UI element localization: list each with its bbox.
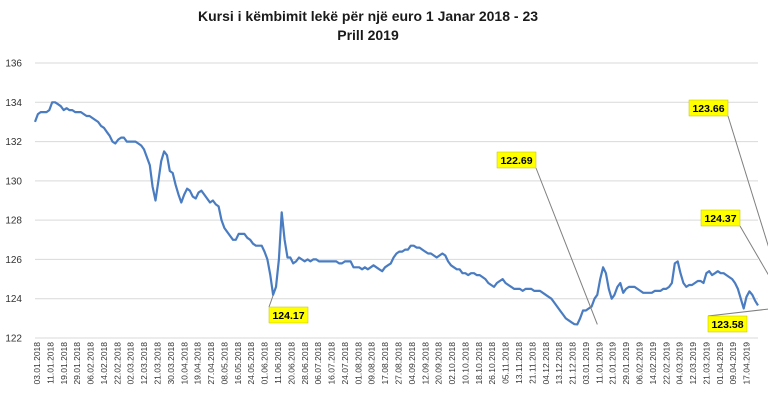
x-tick-label: 01.04.2019: [715, 342, 725, 385]
x-tick-label: 29.01.2018: [72, 342, 82, 385]
series: [33, 101, 759, 326]
x-tick-label: 06.02.2019: [635, 342, 645, 385]
chart-title-line1: Kursi i këmbimit lekë për një euro 1 Jan…: [198, 8, 538, 24]
x-tick-label: 21.03.2018: [153, 342, 163, 385]
x-tick-label: 09.08.2018: [367, 342, 377, 385]
x-tick-label: 18.10.2018: [474, 342, 484, 385]
x-tick-label: 27.04.2018: [206, 342, 216, 385]
y-tick-label: 130: [5, 176, 22, 187]
x-tick-label: 20.06.2018: [286, 342, 296, 385]
x-tick-label: 12.09.2018: [420, 342, 430, 385]
x-tick-label: 02.10.2018: [447, 342, 457, 385]
x-tick-label: 02.03.2018: [126, 342, 136, 385]
series-line: [33, 101, 759, 326]
y-tick-label: 126: [5, 255, 22, 266]
chart-title-line2: Prill 2019: [337, 27, 399, 43]
x-tick-label: 21.03.2019: [701, 342, 711, 385]
x-tick-label: 06.02.2018: [86, 342, 96, 385]
x-tick-label: 04.12.2018: [541, 342, 551, 385]
x-tick-label: 30.03.2018: [166, 342, 176, 385]
x-tick-label: 17.08.2018: [380, 342, 390, 385]
x-tick-label: 16.07.2018: [327, 342, 337, 385]
x-tick-label: 17.04.2019: [742, 342, 752, 385]
x-tick-label: 16.05.2018: [233, 342, 243, 385]
x-axis-ticks: 03.01.2018 11.01.2018 19.01.2018 29.01.2018…: [32, 342, 752, 385]
callout-label: 124.17: [272, 310, 304, 322]
x-tick-label: 12.03.2019: [688, 342, 698, 385]
callout-box: [707, 315, 748, 333]
x-tick-label: 12.03.2018: [139, 342, 149, 385]
y-tick-label: 134: [5, 98, 22, 109]
y-tick-label: 124: [5, 294, 22, 305]
callout-leader: [535, 167, 598, 325]
callout-leader: [268, 295, 274, 308]
x-tick-label: 19.04.2018: [193, 342, 203, 385]
x-tick-label: 22.02.2019: [661, 342, 671, 385]
x-tick-label: 13.11.2018: [514, 342, 524, 384]
y-axis-ticks: 122 124 126 128 130 132 134 136: [5, 59, 22, 345]
callout-leader: [707, 308, 768, 317]
y-tick-label: 122: [5, 334, 22, 345]
x-tick-label: 01.08.2018: [353, 342, 363, 385]
callout-box: [268, 306, 309, 324]
x-tick-label: 03.01.2018: [32, 342, 42, 385]
x-tick-label: 14.02.2018: [99, 342, 109, 385]
callout-label: 122.69: [500, 155, 532, 167]
x-tick-label: 11.01.2019: [594, 342, 604, 384]
x-tick-label: 21.12.2018: [568, 342, 578, 385]
x-tick-label: 10.04.2018: [179, 342, 189, 385]
callout-leader: [727, 115, 768, 247]
x-tick-label: 20.09.2018: [434, 342, 444, 385]
callout-label: 123.66: [692, 103, 724, 115]
callout-box: [688, 99, 729, 117]
y-tick-label: 136: [5, 59, 22, 70]
x-tick-label: 08.05.2018: [219, 342, 229, 385]
x-tick-label: 11.06.2018: [273, 342, 283, 384]
callout-leader: [739, 225, 768, 276]
x-tick-label: 10.10.2018: [460, 342, 470, 385]
x-tick-label: 04.03.2019: [675, 342, 685, 385]
callout-box: [700, 209, 741, 227]
x-tick-label: 29.01.2019: [621, 342, 631, 385]
x-tick-label: 05.11.2018: [501, 342, 511, 384]
callout-label: 123.58: [711, 319, 743, 331]
x-tick-label: 19.01.2018: [59, 342, 69, 385]
x-tick-label: 26.10.2018: [487, 342, 497, 385]
x-tick-label: 14.02.2019: [648, 342, 658, 385]
x-tick-label: 22.02.2018: [112, 342, 122, 385]
x-tick-label: 04.09.2018: [407, 342, 417, 385]
x-tick-label: 06.07.2018: [313, 342, 323, 385]
x-tick-label: 21.01.2019: [608, 342, 618, 385]
x-tick-label: 24.05.2018: [246, 342, 256, 385]
x-tick-label: 09.04.2019: [728, 342, 738, 385]
x-tick-label: 24.07.2018: [340, 342, 350, 385]
callout-label: 124.37: [704, 213, 736, 225]
y-tick-label: 132: [5, 137, 22, 148]
x-tick-label: 01.06.2018: [260, 342, 270, 385]
x-tick-label: 03.01.2019: [581, 342, 591, 385]
x-tick-label: 13.12.2018: [554, 342, 564, 385]
callout-box: [496, 151, 537, 169]
y-tick-label: 128: [5, 216, 22, 227]
x-tick-label: 28.06.2018: [300, 342, 310, 385]
x-tick-label: 27.08.2018: [394, 342, 404, 385]
x-tick-label: 11.01.2018: [45, 342, 55, 384]
gridlines: [35, 62, 758, 339]
x-tick-label: 21.11.2018: [527, 342, 537, 384]
callouts: 124.17 122.69 123.66 124.37 123.58: [268, 99, 768, 333]
